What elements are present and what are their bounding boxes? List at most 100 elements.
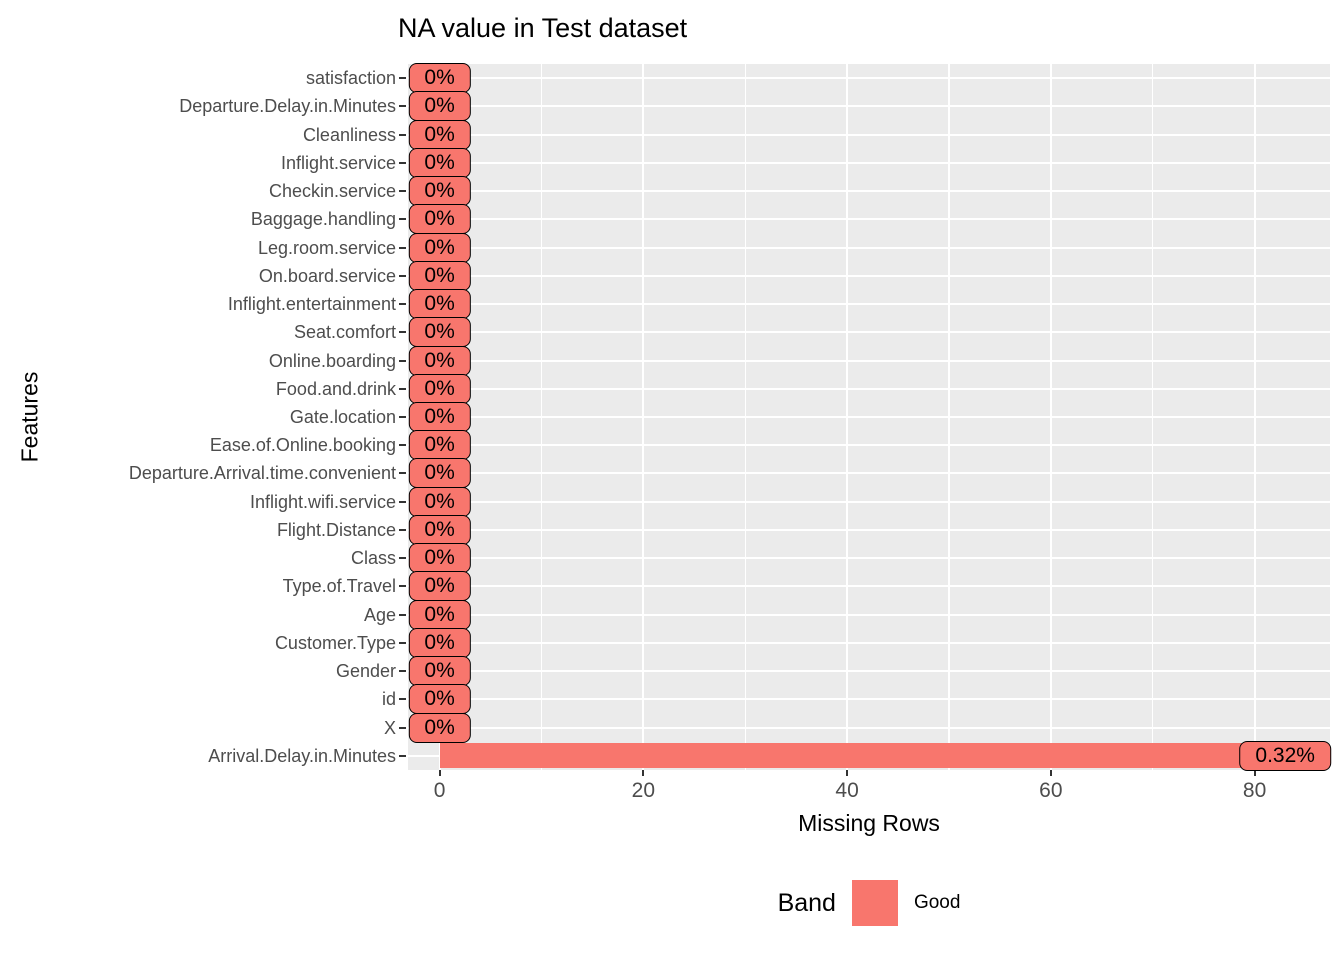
y-axis-label: Checkin.service [268,181,396,202]
y-tick [399,698,406,701]
bar-value-label: 0% [408,430,471,461]
bar-value-label: 0% [408,119,471,150]
gridline-major-horizontal [408,331,1330,334]
gridline-major-horizontal [408,726,1330,729]
y-tick [399,416,406,418]
x-tick [438,770,441,776]
legend-title: Band [777,888,836,917]
gridline-major-horizontal [408,218,1330,221]
y-axis-label: Ease.of.Online.booking [209,435,396,456]
y-axis-label: Online.boarding [268,350,396,371]
y-tick [399,557,406,560]
y-axis-label: Age [363,604,396,625]
y-tick [399,105,406,108]
x-tick [846,770,849,776]
chart-title: NA value in Test dataset [398,13,688,43]
y-axis-label: Inflight.service [280,152,396,173]
gridline-major-horizontal [408,444,1330,447]
y-tick [399,528,406,531]
bar-value-label: 0% [408,571,471,602]
y-axis-label: satisfaction [305,68,396,89]
gridline-major-horizontal [408,359,1330,362]
gridline-major-horizontal [408,77,1330,80]
y-tick [399,359,406,362]
gridline-major-horizontal [408,641,1330,644]
y-axis-label: On.board.service [258,265,396,286]
y-tick [399,585,406,588]
y-axis-label: Departure.Arrival.time.convenient [128,463,396,484]
y-axis-label: Baggage.handling [250,209,396,230]
y-axis-label: Food.and.drink [275,378,396,399]
bar-value-label: 0% [408,260,471,291]
y-axis-label: Arrival.Delay.in.Minutes [208,745,396,766]
bar-value-label: 0% [408,402,471,432]
x-tick [1049,770,1052,776]
y-axis-label: Cleanliness [302,124,396,145]
gridline-major-horizontal [408,585,1330,588]
gridline-major-horizontal [408,387,1330,390]
y-tick [399,190,406,193]
y-tick [399,218,406,221]
bar-value-label: 0.32% [1239,740,1331,771]
bar [439,743,1286,769]
gridline-major-horizontal [408,557,1330,560]
y-tick [399,274,406,277]
bar-value-label: 0% [408,599,471,630]
y-tick [399,613,406,616]
bar-value-label: 0% [408,289,471,320]
bar-value-label: 0% [408,684,471,715]
bar-value-label: 0% [408,486,471,517]
y-tick [399,133,406,136]
bar-value-label: 0% [408,204,471,235]
gridline-major-horizontal [408,472,1330,475]
x-tick-label: 60 [1039,779,1063,802]
gridline-major-horizontal [408,500,1330,503]
bar-value-label: 0% [408,317,471,348]
gridline-major-horizontal [408,303,1330,306]
x-tick-label: 80 [1242,779,1267,802]
bar-value-label: 0% [408,514,471,545]
y-axis-label: Type.of.Travel [282,576,396,597]
y-axis-label: Inflight.wifi.service [249,491,396,512]
y-tick [399,161,406,164]
bar-value-label: 0% [408,543,471,574]
gridline-major-horizontal [408,698,1330,701]
y-axis-label: Departure.Delay.in.Minutes [179,96,396,117]
x-tick-label: 40 [835,779,859,802]
y-axis-label: Class [350,548,396,569]
gridline-major-horizontal [408,161,1330,164]
y-axis-label: Customer.Type [274,632,396,653]
gridline-major-horizontal [408,105,1330,108]
gridline-major-horizontal [408,133,1330,136]
bar-value-label: 0% [408,63,471,94]
y-tick [399,387,406,390]
y-axis-label: Flight.Distance [276,519,396,540]
y-axis-label: id [381,689,396,710]
y-axis-label: Leg.room.service [257,237,396,258]
x-tick [1253,770,1256,776]
legend-item-label: Good [913,892,961,913]
y-tick [399,500,406,503]
bar-value-label: 0% [408,656,471,687]
y-tick [399,331,406,334]
y-axis-label: Gender [335,661,396,682]
y-tick [399,444,406,447]
gridline-major-horizontal [408,670,1330,673]
legend-swatch-good [851,880,898,926]
legend: Band Good [408,880,1330,926]
x-tick-label: 20 [631,779,655,802]
y-tick [399,77,406,80]
x-tick [642,770,645,776]
y-tick [399,246,406,249]
x-tick-label: 0 [433,779,446,802]
y-tick [399,754,406,757]
y-axis-label: Gate.location [289,407,396,427]
x-axis-title: Missing Rows [798,810,940,836]
gridline-major-horizontal [408,274,1330,277]
gridline-major-horizontal [408,246,1330,249]
bar-value-label: 0% [408,712,471,743]
gridline-major-horizontal [408,416,1330,418]
bar-value-label: 0% [408,345,471,376]
y-axis-label: X [383,717,396,738]
